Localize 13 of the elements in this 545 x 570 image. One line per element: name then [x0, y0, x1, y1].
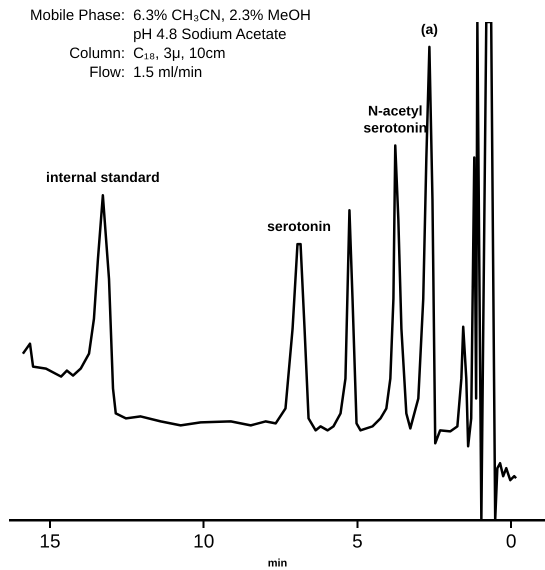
annotation: Flow: 1.5 ml/min — [88, 63, 204, 82]
x-tick-label: 10 — [193, 532, 214, 553]
annotation: Column: C₁₈, 3μ, 10cm — [68, 44, 227, 63]
x-tick-label: 0 — [506, 532, 516, 553]
x-axis-title: min — [268, 557, 288, 570]
x-tick-label: 5 — [352, 532, 363, 553]
annotation: serotonin — [267, 218, 331, 234]
annotation: (a) — [420, 20, 438, 37]
annotation: N-acetyl serotonin — [363, 102, 428, 136]
annotation: pH 4.8 Sodium Acetate — [133, 25, 288, 44]
x-tick-label: 15 — [39, 532, 61, 553]
annotation: Mobile Phase: 6.3% CH₃CN, 2.3% MeOH — [30, 6, 311, 25]
annotation: internal standard — [46, 169, 160, 186]
